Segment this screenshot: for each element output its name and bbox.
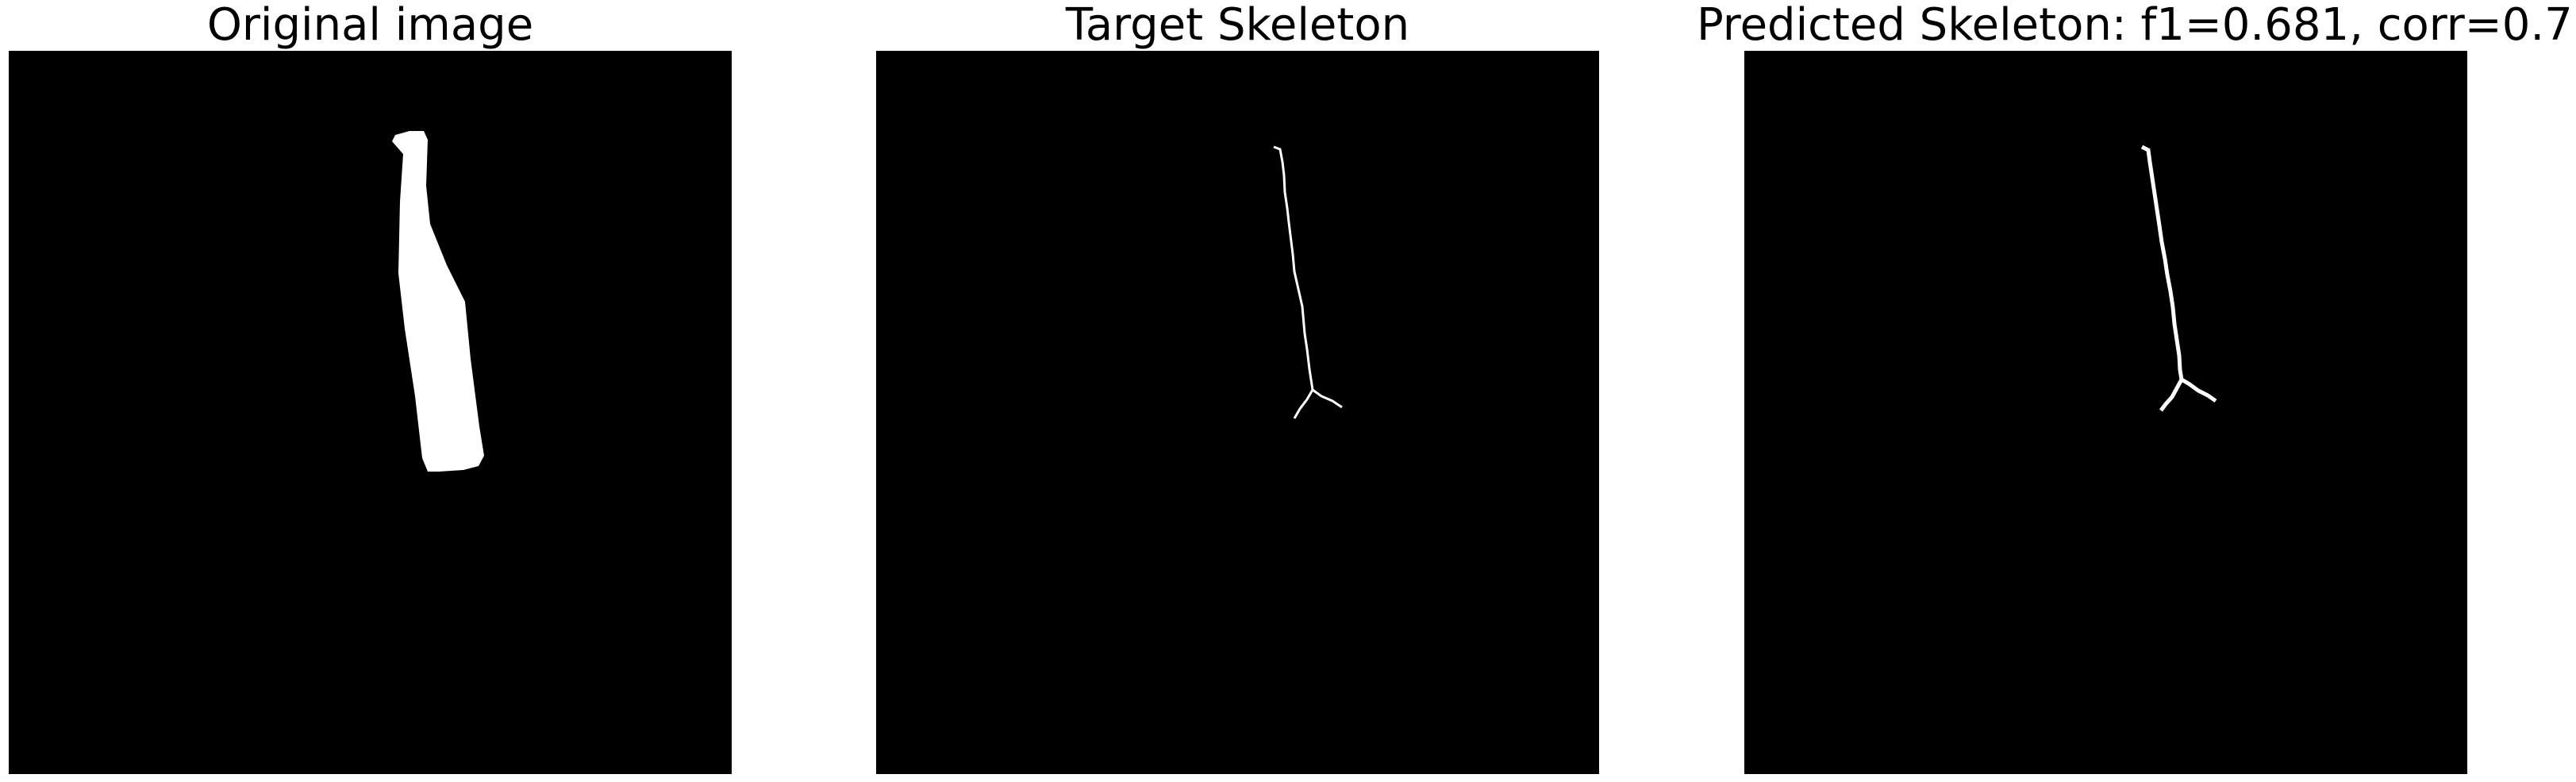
panel-title: Predicted Skeleton: f1=0.681, corr=0.710 — [1697, 0, 2576, 51]
skeleton-left-branch — [2159, 378, 2184, 412]
target-skeleton-svg — [876, 51, 1599, 774]
skeleton-main-branch — [1273, 145, 1314, 391]
skeleton-right-branch — [2180, 377, 2217, 403]
original-image-canvas — [9, 51, 732, 774]
panel-original-image: Original image — [9, 0, 732, 782]
panel-title: Original image — [206, 0, 534, 51]
panel-predicted-skeleton: Predicted Skeleton: f1=0.681, corr=0.710 — [1697, 0, 2576, 782]
image-background — [876, 51, 1599, 774]
skeleton-left-branch — [1293, 389, 1314, 419]
predicted-skeleton-canvas — [1744, 51, 2467, 774]
panel-title: Target Skeleton — [1065, 0, 1410, 51]
bottle-silhouette — [392, 131, 484, 472]
panel-target-skeleton: Target Skeleton — [876, 0, 1599, 782]
original-image-svg — [9, 51, 732, 774]
image-background — [1744, 51, 2467, 774]
image-background — [9, 51, 732, 774]
skeleton-main-branch — [2140, 144, 2184, 380]
skeleton-right-branch — [1312, 388, 1343, 409]
predicted-skeleton-svg — [1744, 51, 2467, 774]
target-skeleton-canvas — [876, 51, 1599, 774]
